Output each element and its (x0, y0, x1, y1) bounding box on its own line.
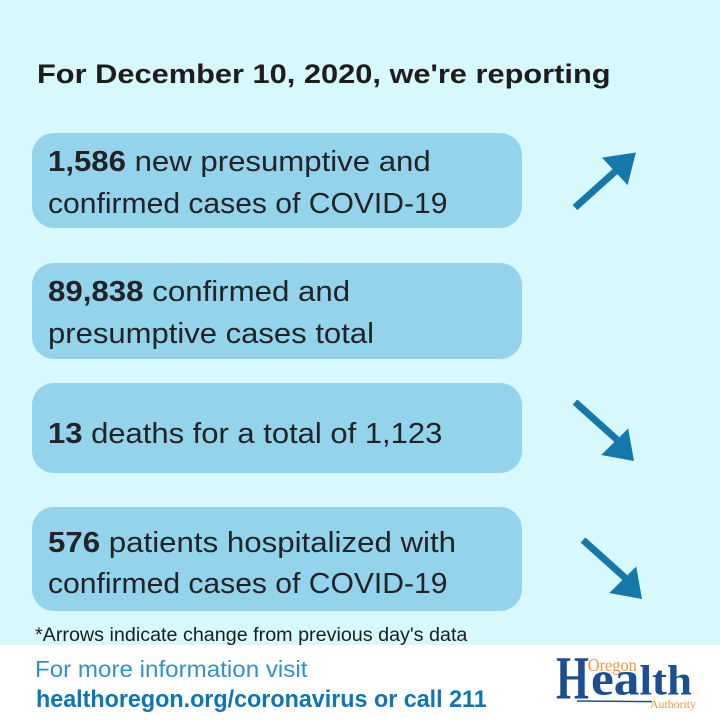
svg-text:H: H (556, 650, 589, 712)
svg-text:Authority: Authority (650, 697, 696, 711)
svg-text:ealth: ealth (591, 652, 692, 705)
svg-text:Oregon: Oregon (588, 655, 637, 675)
